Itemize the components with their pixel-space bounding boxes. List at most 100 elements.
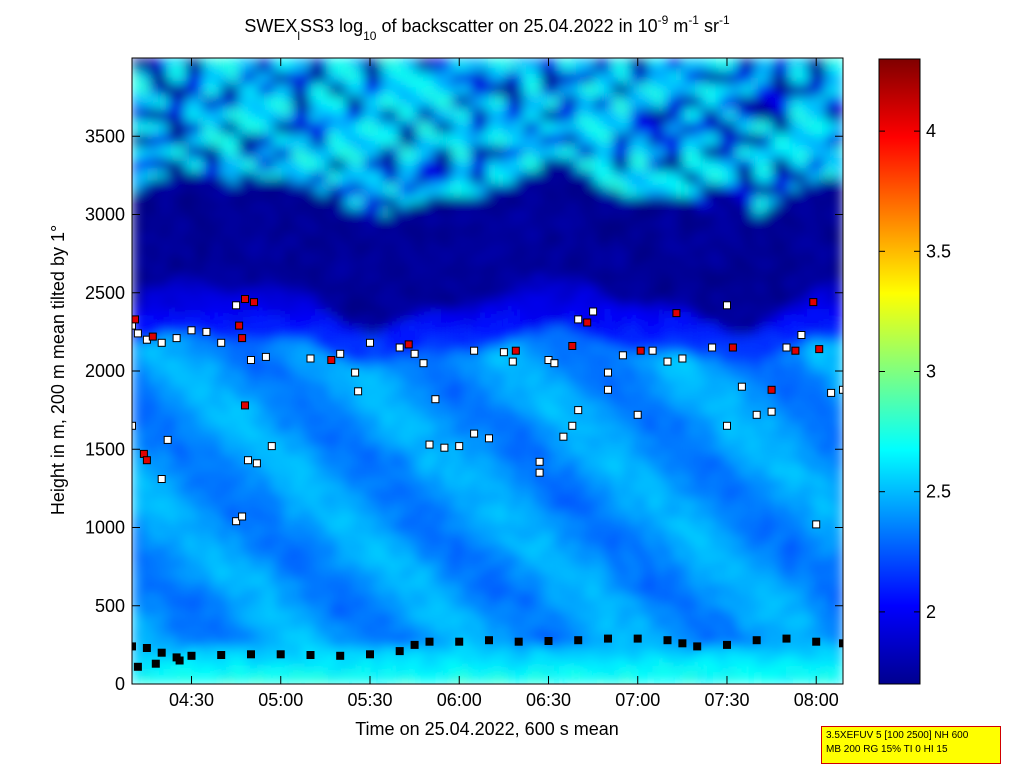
heatmap-cell bbox=[514, 571, 524, 579]
heatmap-cell bbox=[158, 546, 169, 554]
heatmap-cell bbox=[540, 439, 551, 447]
heatmap-cell bbox=[158, 464, 169, 472]
heatmap-cell bbox=[487, 95, 497, 103]
heatmap-cell bbox=[229, 371, 240, 378]
heatmap-cell bbox=[460, 252, 471, 259]
heatmap-cell bbox=[407, 151, 417, 159]
heatmap-cell bbox=[416, 458, 426, 466]
heatmap-cell bbox=[211, 64, 222, 72]
heatmap-cell bbox=[318, 452, 329, 460]
heatmap-cell bbox=[371, 502, 382, 510]
heatmap-cell bbox=[398, 70, 409, 78]
heatmap-cell bbox=[487, 439, 497, 447]
heatmap-cell bbox=[425, 521, 435, 529]
heatmap-cell bbox=[247, 558, 258, 566]
heatmap-cell bbox=[345, 471, 355, 479]
heatmap-cell bbox=[194, 283, 204, 291]
heatmap-cell bbox=[247, 170, 258, 178]
heatmap-cell bbox=[283, 496, 293, 504]
heatmap-cell bbox=[247, 364, 258, 372]
heatmap-cell bbox=[540, 220, 551, 228]
heatmap-cell bbox=[443, 314, 453, 322]
heatmap-cell bbox=[238, 233, 249, 241]
heatmap-cell bbox=[274, 289, 284, 297]
heatmap-cell bbox=[283, 658, 293, 666]
heatmap-cell bbox=[309, 464, 320, 472]
heatmap-cell bbox=[336, 101, 346, 109]
heatmap-cell bbox=[247, 158, 258, 166]
heatmap-cell bbox=[158, 596, 169, 604]
heatmap-cell bbox=[256, 176, 266, 184]
heatmap-cell bbox=[354, 583, 364, 591]
heatmap-cell bbox=[425, 58, 435, 65]
heatmap-cell bbox=[283, 227, 293, 234]
heatmap-cell bbox=[140, 514, 151, 522]
heatmap-cell bbox=[345, 227, 355, 234]
heatmap-cell bbox=[283, 521, 293, 529]
heatmap-cell bbox=[540, 277, 551, 284]
heatmap-cell bbox=[451, 546, 462, 554]
heatmap-cell bbox=[345, 364, 355, 372]
heatmap-cell bbox=[389, 364, 400, 372]
heatmap-cell bbox=[336, 245, 346, 253]
heatmap-cell bbox=[505, 120, 515, 128]
heatmap-cell bbox=[380, 214, 391, 222]
heatmap-cell bbox=[380, 577, 391, 585]
heatmap-cell bbox=[167, 546, 178, 554]
heatmap-cell bbox=[274, 546, 284, 554]
heatmap-cell bbox=[460, 621, 471, 629]
heatmap-cell bbox=[140, 101, 151, 109]
heatmap-cell bbox=[407, 565, 417, 572]
heatmap-cell bbox=[371, 158, 382, 166]
heatmap-cell bbox=[558, 627, 569, 635]
heatmap-cell bbox=[434, 289, 444, 297]
heatmap-cell bbox=[300, 195, 311, 203]
heatmap-cell bbox=[505, 621, 515, 629]
heatmap-cell bbox=[247, 452, 258, 460]
heatmap-cell bbox=[185, 101, 195, 109]
heatmap-cell bbox=[354, 508, 364, 516]
heatmap-cell bbox=[434, 533, 444, 541]
heatmap-cell bbox=[371, 371, 382, 378]
heatmap-cell bbox=[558, 358, 569, 366]
heatmap-cell bbox=[460, 164, 471, 172]
heatmap-cell bbox=[327, 89, 338, 97]
heatmap-cell bbox=[220, 452, 231, 460]
heatmap-cell bbox=[318, 646, 329, 654]
heatmap-cell bbox=[531, 652, 542, 660]
heatmap-cell bbox=[140, 258, 151, 266]
heatmap-cell bbox=[167, 89, 178, 97]
heatmap-cell bbox=[371, 308, 382, 316]
heatmap-cell bbox=[478, 70, 489, 78]
heatmap-cell bbox=[194, 176, 204, 184]
heatmap-cell bbox=[203, 496, 213, 504]
heatmap-cell bbox=[345, 239, 355, 247]
heatmap-cell bbox=[469, 64, 480, 72]
heatmap-cell bbox=[478, 565, 489, 572]
heatmap-cell bbox=[478, 540, 489, 547]
heatmap-cell bbox=[265, 76, 275, 84]
heatmap-cell bbox=[140, 677, 151, 684]
heatmap-cell bbox=[132, 596, 142, 604]
heatmap-cell bbox=[132, 95, 142, 103]
heatmap-cell bbox=[478, 364, 489, 372]
heatmap-cell bbox=[327, 383, 338, 391]
heatmap-cell bbox=[132, 646, 142, 654]
heatmap-cell bbox=[211, 452, 222, 460]
heatmap-cell bbox=[451, 364, 462, 372]
heatmap-cell bbox=[354, 652, 364, 660]
heatmap-cell bbox=[514, 327, 524, 335]
heatmap-cell bbox=[229, 396, 240, 403]
heatmap-cell bbox=[567, 608, 577, 616]
heatmap-cell bbox=[398, 352, 409, 360]
heatmap-cell bbox=[505, 145, 515, 153]
heatmap-cell bbox=[132, 383, 142, 391]
heatmap-cell bbox=[380, 414, 391, 422]
heatmap-cell bbox=[309, 158, 320, 166]
heatmap-cell bbox=[567, 83, 577, 90]
heatmap-cell bbox=[149, 352, 160, 360]
heatmap-cell bbox=[336, 590, 346, 597]
heatmap-cell bbox=[407, 389, 417, 397]
heatmap-cell bbox=[140, 502, 151, 510]
heatmap-cell bbox=[203, 114, 213, 122]
